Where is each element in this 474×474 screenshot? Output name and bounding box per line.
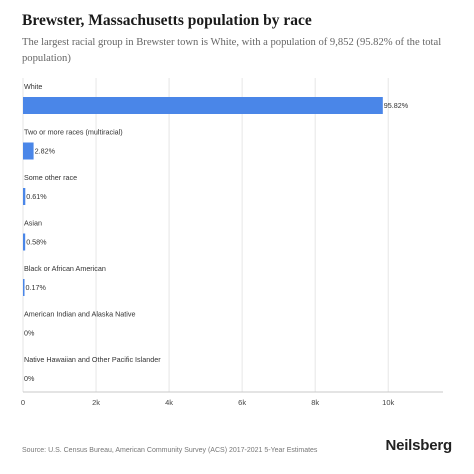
data-label: 0.58% bbox=[26, 238, 47, 247]
x-tick-label: 8k bbox=[311, 398, 319, 407]
x-tick-label: 0 bbox=[21, 398, 25, 407]
data-label: 95.82% bbox=[384, 101, 409, 110]
category-label: White bbox=[24, 82, 42, 91]
source-note: Source: U.S. Census Bureau, American Com… bbox=[22, 447, 318, 454]
bar bbox=[23, 233, 26, 251]
bar bbox=[23, 188, 26, 205]
bar bbox=[23, 97, 383, 114]
category-label: Some other race bbox=[24, 173, 77, 182]
x-tick-label: 6k bbox=[238, 398, 246, 407]
data-label: 0% bbox=[24, 329, 35, 338]
data-label: 2.82% bbox=[35, 147, 56, 156]
category-label: Black or African American bbox=[24, 264, 106, 273]
brand-logo: Neilsberg bbox=[385, 437, 452, 454]
category-label: American Indian and Alaska Native bbox=[24, 310, 135, 319]
chart-subtitle: The largest racial group in Brewster tow… bbox=[22, 37, 442, 64]
data-label: 0.61% bbox=[26, 192, 47, 201]
category-label: Native Hawaiian and Other Pacific Island… bbox=[24, 355, 161, 364]
x-tick-label: 4k bbox=[165, 398, 173, 407]
chart-title: Brewster, Massachusetts population by ra… bbox=[22, 12, 312, 29]
data-label: 0.17% bbox=[26, 283, 47, 292]
data-label: 0% bbox=[24, 374, 35, 383]
category-label: Asian bbox=[24, 219, 42, 228]
x-tick-label: 10k bbox=[382, 398, 394, 407]
bar bbox=[23, 142, 34, 160]
bar bbox=[23, 279, 25, 296]
category-label: Two or more races (multiracial) bbox=[24, 128, 123, 137]
x-tick-label: 2k bbox=[92, 398, 100, 407]
